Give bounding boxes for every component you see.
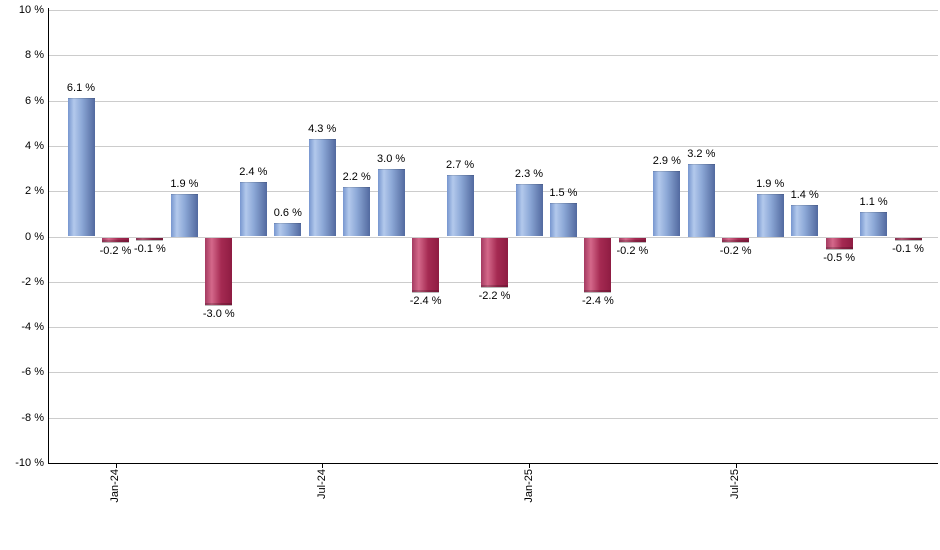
- bar-value-label: -2.4 %: [409, 294, 442, 307]
- bar-value-label: -0.1 %: [133, 242, 166, 255]
- bar-feb-24[interactable]: [136, 237, 164, 240]
- bar-value-label: 2.7 %: [446, 159, 475, 172]
- bar-may-25[interactable]: [653, 170, 681, 237]
- bar-apr-24[interactable]: [205, 237, 233, 306]
- bar-dec-23[interactable]: [67, 98, 95, 237]
- bar-oct-25[interactable]: [825, 237, 853, 249]
- bar-value-label: -0.1 %: [892, 242, 924, 255]
- bar-nov-24[interactable]: [446, 175, 474, 237]
- x-axis-tick: [115, 463, 117, 468]
- y-axis-tick-label: -4 %: [21, 321, 44, 334]
- bar-dec-24[interactable]: [481, 237, 508, 288]
- x-axis-tick: [735, 463, 737, 468]
- bar-value-label: 2.4 %: [239, 166, 268, 179]
- bar-value-label: 4.3 %: [308, 123, 337, 136]
- gridline: [48, 372, 938, 374]
- bar-may-24[interactable]: [239, 182, 267, 237]
- y-axis-tick-label: 2 %: [25, 185, 44, 198]
- gridline: [48, 236, 938, 238]
- bar-value-label: -0.5 %: [823, 251, 855, 264]
- gridline: [48, 10, 938, 11]
- y-axis-tick-label: -8 %: [21, 411, 44, 424]
- gridline: [48, 417, 938, 419]
- x-axis-tick-label: Jan-24: [109, 469, 121, 503]
- bar-sep-25[interactable]: [791, 204, 819, 237]
- bar-value-label: 1.9 %: [756, 177, 785, 190]
- y-axis-tick-label: 8 %: [25, 49, 44, 62]
- bar-value-label: 2.9 %: [652, 154, 681, 167]
- bar-jul-25[interactable]: [722, 237, 750, 242]
- x-axis-tick-label: Jul-25: [729, 469, 742, 499]
- bar-value-label: 3.2 %: [687, 148, 716, 160]
- x-axis-tick-label: Jul-24: [315, 469, 328, 499]
- y-axis-tick-label: 4 %: [25, 139, 44, 152]
- y-axis-line: [48, 8, 49, 464]
- x-axis-tick: [322, 463, 324, 468]
- bar-oct-24[interactable]: [412, 237, 440, 292]
- bar-value-label: 3.0 %: [377, 152, 406, 165]
- bar-aug-25[interactable]: [756, 193, 784, 237]
- bar-jul-24[interactable]: [308, 139, 336, 237]
- y-axis-tick-label: 10 %: [18, 4, 44, 16]
- y-axis-tick-label: -10 %: [15, 457, 44, 469]
- gridline: [48, 145, 938, 147]
- bar-apr-25[interactable]: [618, 237, 646, 242]
- gridline: [48, 55, 938, 57]
- bar-jan-24[interactable]: [102, 237, 129, 242]
- bar-mar-24[interactable]: [170, 193, 198, 237]
- bar-value-label: 1.4 %: [790, 188, 819, 201]
- bar-value-label: -0.2 %: [719, 245, 752, 257]
- bar-value-label: 1.1 %: [859, 195, 888, 208]
- bar-value-label: -0.2 %: [616, 245, 649, 257]
- bar-value-label: 0.6 %: [273, 206, 302, 219]
- bar-feb-25[interactable]: [549, 202, 577, 237]
- y-axis-tick-label: -2 %: [21, 275, 44, 288]
- bar-sep-24[interactable]: [377, 168, 405, 237]
- bar-nov-25[interactable]: [860, 211, 888, 237]
- bar-value-label: 1.5 %: [549, 186, 578, 199]
- bar-jun-25[interactable]: [687, 164, 715, 237]
- x-axis-line: [48, 463, 938, 464]
- bar-value-label: 2.3 %: [514, 168, 544, 181]
- bar-jan-25[interactable]: [515, 184, 543, 237]
- gridline: [48, 327, 938, 329]
- bar-value-label: -3.0 %: [202, 308, 235, 321]
- bar-mar-25[interactable]: [584, 237, 612, 292]
- x-axis-tick-label: Jan-25: [522, 469, 535, 503]
- bar-jun-24[interactable]: [274, 222, 302, 237]
- bar-value-label: 1.9 %: [170, 177, 199, 190]
- bar-value-label: -0.2 %: [99, 245, 132, 257]
- bar-value-label: 6.1 %: [66, 82, 96, 95]
- bar-value-label: -2.2 %: [478, 290, 511, 303]
- gridline: [48, 191, 938, 193]
- y-axis-tick-label: 0 %: [25, 230, 44, 243]
- x-axis-tick: [529, 463, 530, 468]
- y-axis-tick-label: -6 %: [21, 366, 44, 379]
- bar-aug-24[interactable]: [343, 186, 371, 237]
- bar-dec-25[interactable]: [894, 237, 922, 240]
- bar-value-label: -2.4 %: [581, 294, 614, 307]
- bar-value-label: 2.2 %: [342, 170, 371, 183]
- y-axis-tick-label: 6 %: [25, 94, 44, 107]
- gridline: [48, 100, 938, 102]
